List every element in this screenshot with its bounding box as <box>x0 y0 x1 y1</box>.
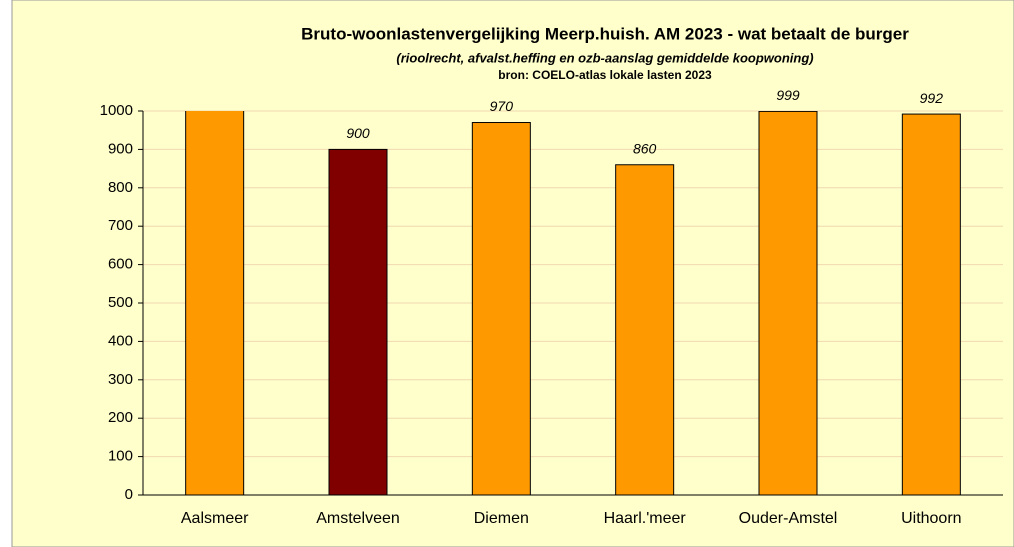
y-tick-label: 900 <box>108 140 133 157</box>
bar <box>901 113 961 495</box>
y-tick-label: 300 <box>108 371 133 388</box>
value-label: 999 <box>776 87 800 103</box>
y-tick-label: 500 <box>108 294 133 311</box>
x-tick-label: Uithoorn <box>901 510 961 527</box>
y-tick-label: 400 <box>108 332 133 349</box>
bar <box>758 111 818 495</box>
y-tick-label: 800 <box>108 179 133 196</box>
value-label: 992 <box>920 90 944 106</box>
x-tick-label: Haarl.'meer <box>604 510 687 527</box>
y-tick-label: 1000 <box>100 102 133 119</box>
chart-source: bron: COELO-atlas lokale lasten 2023 <box>498 68 712 82</box>
x-tick-label: Ouder-Amstel <box>739 510 838 527</box>
chart-subtitle: (rioolrecht, afvalst.heffing en ozb-aans… <box>396 50 813 65</box>
bar <box>615 164 675 495</box>
chart-title: Bruto-woonlastenvergelijking Meerp.huish… <box>301 24 909 43</box>
y-tick-label: 700 <box>108 217 133 234</box>
x-tick-label: Diemen <box>474 510 529 527</box>
x-tick-label: Aalsmeer <box>181 510 249 527</box>
y-tick-label: 0 <box>125 486 133 503</box>
bar <box>471 122 531 495</box>
value-label: 970 <box>490 98 514 114</box>
value-label: 860 <box>633 140 657 156</box>
y-tick-label: 100 <box>108 448 133 465</box>
y-tick-label: 200 <box>108 409 133 426</box>
value-label: 900 <box>346 125 370 141</box>
y-tick-label: 600 <box>108 256 133 273</box>
bar <box>185 111 245 495</box>
bar <box>328 148 388 495</box>
x-tick-label: Amstelveen <box>316 510 400 527</box>
